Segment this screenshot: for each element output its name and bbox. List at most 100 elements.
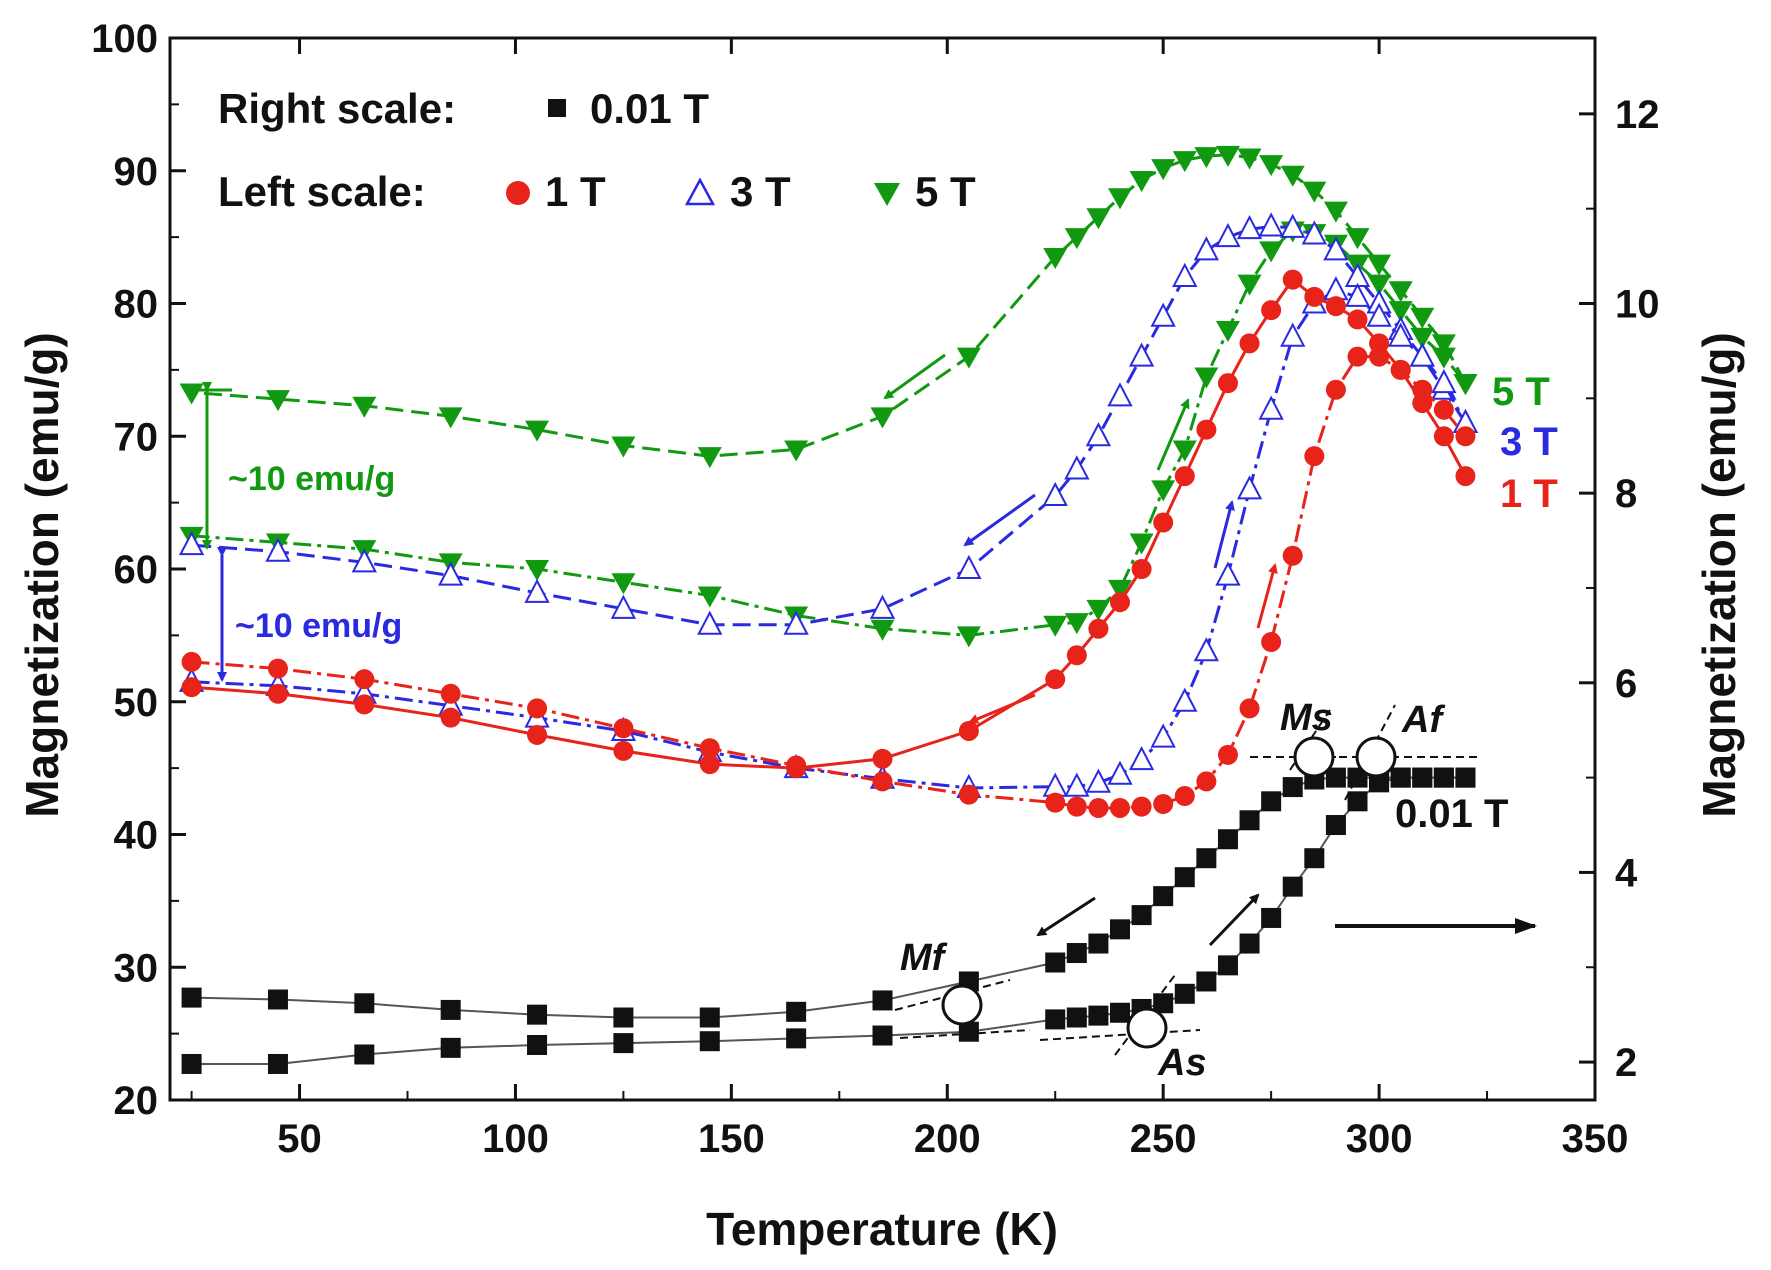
data-point bbox=[1237, 274, 1262, 296]
data-point bbox=[1196, 848, 1217, 869]
data-point bbox=[872, 771, 893, 792]
legend-label-001t: 0.01 T bbox=[590, 85, 709, 132]
data-point bbox=[1129, 533, 1154, 555]
data-point bbox=[1433, 399, 1454, 420]
y-axis-title-right: Magnetization (emu/g) bbox=[1693, 332, 1745, 818]
data-point bbox=[786, 1001, 807, 1022]
data-point bbox=[958, 784, 979, 805]
data-point bbox=[1066, 645, 1087, 666]
data-point bbox=[1280, 322, 1306, 347]
data-point bbox=[1258, 395, 1284, 420]
data-point bbox=[1128, 342, 1155, 367]
af-point-marker bbox=[1355, 736, 1397, 778]
data-point bbox=[354, 1044, 375, 1065]
data-point bbox=[872, 1025, 893, 1046]
data-point bbox=[524, 578, 550, 603]
data-point bbox=[1110, 592, 1130, 613]
data-point bbox=[440, 1037, 461, 1058]
data-point bbox=[179, 383, 204, 405]
data-point bbox=[265, 537, 291, 562]
data-point bbox=[1302, 181, 1327, 203]
data-point bbox=[181, 651, 202, 672]
data-point bbox=[1108, 188, 1132, 210]
data-point bbox=[1453, 374, 1478, 396]
data-point bbox=[1217, 829, 1238, 850]
series-line-cooling bbox=[191, 153, 1467, 458]
ms-point-marker bbox=[1293, 736, 1335, 778]
series-line-heating bbox=[191, 228, 1467, 637]
data-point bbox=[1172, 262, 1198, 287]
data-point bbox=[1064, 228, 1089, 250]
data-point bbox=[699, 754, 720, 775]
data-point bbox=[354, 694, 375, 715]
data-point bbox=[1085, 768, 1112, 793]
as-label: As bbox=[1157, 1042, 1207, 1084]
data-point bbox=[1193, 637, 1220, 662]
data-point bbox=[1045, 792, 1066, 813]
data-point bbox=[870, 407, 895, 429]
data-point bbox=[1064, 772, 1090, 797]
data-point bbox=[1431, 334, 1456, 356]
data-point bbox=[1066, 796, 1087, 817]
series-line-heating bbox=[191, 355, 1467, 810]
data-point bbox=[265, 390, 290, 412]
y-right-tick-label: 10 bbox=[1615, 283, 1660, 327]
x-axis-title: Temperature (K) bbox=[706, 1203, 1058, 1255]
data-point bbox=[1325, 296, 1346, 317]
gap-3t-label: ~10 emu/g bbox=[235, 607, 402, 645]
data-point bbox=[525, 560, 550, 581]
data-point bbox=[611, 436, 636, 458]
data-point bbox=[1367, 254, 1392, 276]
data-point bbox=[1196, 971, 1217, 992]
series-line-cooling bbox=[191, 776, 1466, 1019]
data-point bbox=[1194, 147, 1219, 169]
data-point bbox=[354, 993, 375, 1014]
y-right-tick-label: 4 bbox=[1615, 851, 1638, 895]
data-point bbox=[1193, 236, 1220, 261]
data-point bbox=[1301, 220, 1327, 245]
data-point bbox=[440, 707, 461, 728]
data-point bbox=[1433, 426, 1454, 447]
data-point bbox=[527, 1004, 548, 1025]
data-point bbox=[1108, 579, 1132, 601]
data-point bbox=[1086, 599, 1111, 621]
legend-label-1t: 1 T bbox=[545, 168, 606, 215]
data-point bbox=[1215, 321, 1240, 343]
legend-marker-3t bbox=[684, 177, 716, 206]
data-point bbox=[1215, 561, 1241, 586]
data-point bbox=[1304, 286, 1325, 307]
axis-ticks bbox=[170, 36, 1597, 1102]
data-point bbox=[1388, 322, 1414, 347]
data-point bbox=[1412, 379, 1433, 400]
data-point bbox=[267, 989, 288, 1010]
data-point bbox=[1261, 632, 1282, 653]
as-point-marker bbox=[1126, 1007, 1168, 1049]
data-point bbox=[1325, 379, 1346, 400]
data-point bbox=[1110, 797, 1130, 818]
data-point bbox=[1388, 281, 1413, 303]
series-line-heating bbox=[191, 288, 1467, 790]
y-left-tick-label: 60 bbox=[114, 548, 159, 592]
arrow-1t-heating bbox=[1256, 563, 1278, 629]
data-point bbox=[1172, 687, 1198, 712]
data-point bbox=[1088, 618, 1109, 639]
data-point bbox=[1151, 159, 1176, 181]
data-point bbox=[1412, 767, 1433, 788]
axis-tick-labels: 50 100 150 200 250 300 350 20 30 40 50 60 70 80 90 100 2… bbox=[91, 17, 1659, 1161]
data-point bbox=[1455, 466, 1476, 487]
data-point bbox=[352, 396, 377, 418]
mf-label: Mf bbox=[900, 937, 948, 979]
arrow-3t-cooling bbox=[963, 493, 1036, 547]
data-point bbox=[1194, 367, 1219, 389]
data-point bbox=[1110, 919, 1130, 940]
data-point bbox=[1236, 215, 1263, 240]
arrow-1t-cooling bbox=[968, 693, 1036, 724]
data-point bbox=[1325, 767, 1346, 788]
data-point bbox=[1131, 905, 1152, 926]
y-right-tick-label: 12 bbox=[1615, 93, 1660, 137]
legend-right-scale-label: Right scale: bbox=[218, 85, 456, 132]
legend-label-5t: 5 T bbox=[915, 168, 976, 215]
data-point bbox=[870, 619, 895, 641]
data-point bbox=[1369, 346, 1390, 367]
data-point bbox=[1174, 867, 1195, 888]
